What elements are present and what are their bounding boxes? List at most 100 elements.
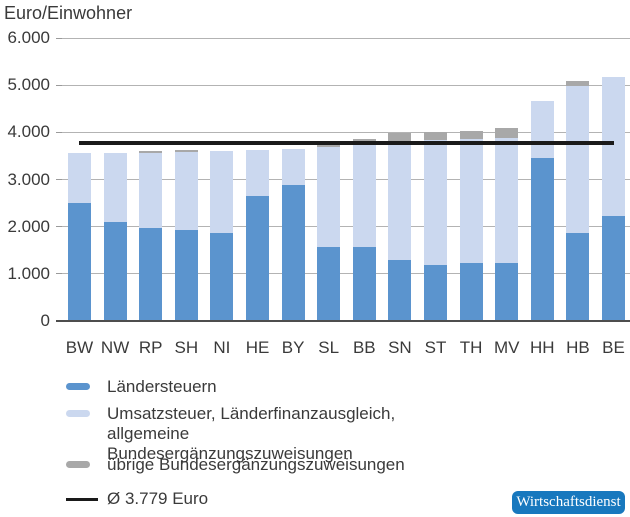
y-tick bbox=[56, 179, 62, 180]
x-tick-label: NI bbox=[213, 338, 231, 357]
y-tick bbox=[56, 131, 62, 133]
legend-swatch-laendersteuern bbox=[66, 383, 90, 390]
bar-segment bbox=[495, 137, 519, 264]
bar-segment bbox=[602, 215, 625, 321]
chart-title: Euro/Einwohner bbox=[4, 3, 133, 23]
y-tick bbox=[56, 37, 62, 39]
bar-segment bbox=[459, 139, 483, 264]
bar-segment bbox=[352, 247, 376, 321]
x-tick-label: HB bbox=[566, 338, 590, 357]
bar-segment bbox=[459, 130, 483, 140]
bar-segment bbox=[210, 150, 234, 234]
bar-st bbox=[424, 38, 447, 321]
x-tick-label: MV bbox=[493, 338, 520, 357]
bar-segment bbox=[495, 263, 519, 321]
bar-segment bbox=[139, 228, 163, 321]
legend-label-umsatzsteuer: Umsatzsteuer, Länderfinanzausgleich, all… bbox=[107, 404, 396, 463]
bar-segment bbox=[388, 140, 412, 261]
bar-sl bbox=[317, 38, 341, 321]
y-tick-label: 4.000 bbox=[7, 122, 50, 142]
legend-swatch-umsatzsteuer bbox=[66, 410, 90, 417]
bar-he bbox=[246, 38, 269, 321]
y-tick-label: 0 bbox=[40, 311, 50, 330]
bar-ni bbox=[210, 38, 234, 321]
legend-label-uebrige-bez: übrige Bundesergänzungszuweisungen bbox=[107, 455, 405, 474]
x-tick-label: NW bbox=[100, 338, 130, 357]
y-tick bbox=[56, 273, 62, 275]
bar-bw bbox=[68, 38, 91, 321]
bar-segment bbox=[566, 80, 590, 87]
y-tick-label: 1.000 bbox=[7, 263, 50, 283]
wirtschaftsdienst-badge[interactable]: Wirtschaftsdienst bbox=[512, 491, 625, 514]
bar-hh bbox=[530, 38, 554, 321]
bar-segment bbox=[566, 86, 590, 233]
bar-segment bbox=[459, 263, 483, 321]
y-tick-label: 2.000 bbox=[7, 216, 50, 236]
bar-sn bbox=[388, 38, 412, 321]
bar-segment bbox=[317, 146, 341, 247]
bar-segment bbox=[530, 157, 554, 321]
gridline bbox=[62, 226, 630, 228]
bar-segment bbox=[246, 149, 269, 196]
bar-segment bbox=[388, 260, 412, 321]
y-tick-label: 6.000 bbox=[7, 28, 50, 47]
y-tick bbox=[56, 84, 62, 86]
bar-segment bbox=[210, 233, 234, 321]
bar-segment bbox=[281, 148, 305, 186]
x-tick-label: SL bbox=[318, 338, 340, 357]
bar-segment bbox=[602, 77, 625, 216]
x-tick-label: BB bbox=[352, 338, 376, 357]
x-tick-label: BW bbox=[65, 338, 94, 357]
gridline bbox=[62, 179, 630, 180]
legend-label-laendersteuern: Ländersteuern bbox=[107, 377, 217, 396]
x-tick-label: HH bbox=[530, 338, 555, 357]
legend-swatch-uebrige-bez bbox=[66, 461, 90, 468]
x-tick-label: HE bbox=[245, 338, 270, 357]
x-tick-label: TH bbox=[459, 338, 483, 357]
x-tick-label: ST bbox=[424, 338, 447, 357]
x-tick-label: BE bbox=[602, 338, 625, 357]
bar-segment bbox=[68, 203, 91, 321]
x-tick-label: BY bbox=[281, 338, 305, 357]
plot-area bbox=[56, 37, 630, 322]
bar-hb bbox=[566, 38, 590, 321]
bar-segment bbox=[424, 139, 447, 265]
bar-segment bbox=[388, 132, 412, 141]
bar-segment bbox=[281, 185, 305, 321]
y-tick-label: 3.000 bbox=[7, 169, 50, 189]
bar-segment bbox=[352, 145, 376, 248]
bar-segment bbox=[103, 152, 127, 222]
bar-th bbox=[459, 38, 483, 321]
bar-segment bbox=[174, 150, 198, 152]
bar-segment bbox=[246, 195, 269, 321]
legend-average-line-swatch bbox=[66, 498, 98, 501]
bar-nw bbox=[103, 38, 127, 321]
bar-segment bbox=[174, 230, 198, 321]
gridline bbox=[62, 84, 630, 86]
bar-by bbox=[281, 38, 305, 321]
bar-segment bbox=[530, 101, 554, 158]
legend-label-average: Ø 3.779 Euro bbox=[107, 489, 209, 508]
average-line bbox=[79, 140, 614, 145]
gridline bbox=[62, 131, 630, 133]
x-axis-line bbox=[56, 320, 630, 322]
x-tick-label: SH bbox=[174, 338, 199, 357]
bar-segment bbox=[68, 153, 91, 204]
bar-mv bbox=[495, 38, 519, 321]
bar-sh bbox=[174, 38, 198, 321]
bar-segment bbox=[139, 150, 163, 153]
x-tick-label: RP bbox=[138, 338, 163, 357]
bar-segment bbox=[174, 151, 198, 231]
bar-segment bbox=[495, 127, 519, 138]
gridline bbox=[62, 37, 630, 39]
bar-segment bbox=[424, 264, 447, 321]
bar-segment bbox=[317, 246, 341, 321]
bar-segment bbox=[103, 221, 127, 321]
x-tick-label: SN bbox=[388, 338, 412, 357]
bar-segment bbox=[424, 131, 447, 140]
y-tick-label: 5.000 bbox=[7, 75, 50, 95]
bar-rp bbox=[139, 38, 163, 321]
bar-bb bbox=[352, 38, 376, 321]
bar-segment bbox=[566, 232, 590, 321]
